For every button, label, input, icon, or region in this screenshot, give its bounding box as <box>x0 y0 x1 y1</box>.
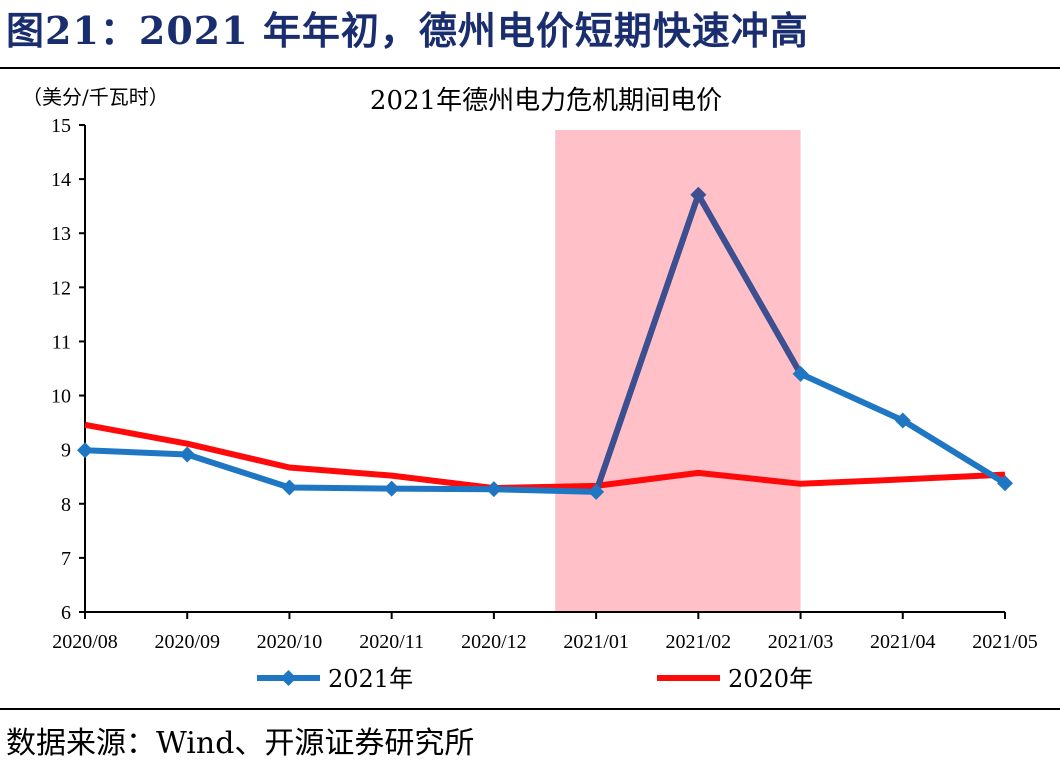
x-tick-label: 2020/12 <box>461 631 527 653</box>
data-point-marker <box>997 475 1013 492</box>
series-line-1 <box>84 421 1006 492</box>
data-point-marker <box>690 186 707 203</box>
y-tick-label: 13 <box>51 223 71 245</box>
data-point-marker <box>383 480 400 497</box>
figure-title: 图21：2021 年年初，德州电价短期快速冲高 <box>6 8 809 53</box>
bottom-rule <box>0 708 1060 710</box>
data-point-marker <box>588 483 605 500</box>
data-point-marker <box>281 479 298 496</box>
highlight-band <box>555 130 801 612</box>
x-tick-label: 2021/01 <box>563 631 629 653</box>
top-rule <box>0 67 1060 69</box>
data-point-marker <box>179 446 196 463</box>
chart-title: 2021年德州电力危机期间电价 <box>370 86 722 116</box>
x-tick-label: 2021/03 <box>768 631 834 653</box>
x-tick-label: 2021/05 <box>972 631 1038 653</box>
source-note: 数据来源：Wind、开源证券研究所 <box>6 726 475 761</box>
legend-label-0: 2021年 <box>328 665 413 693</box>
y-tick-label: 7 <box>61 548 71 570</box>
data-point-marker <box>894 412 911 429</box>
data-point-marker <box>485 481 502 498</box>
y-tick-label: 11 <box>52 331 71 353</box>
y-tick-label: 14 <box>51 169 71 191</box>
y-axis-unit-label: （美分/千瓦时） <box>22 85 169 109</box>
x-tick-label: 2021/04 <box>870 631 936 653</box>
y-tick-label: 6 <box>61 602 71 624</box>
data-point-marker <box>77 442 93 459</box>
legend-label-1: 2020年 <box>728 665 813 693</box>
y-tick-label: 8 <box>61 494 71 516</box>
y-tick-label: 15 <box>51 115 71 137</box>
legend-marker <box>280 670 297 686</box>
y-tick-label: 9 <box>61 440 71 462</box>
x-tick-label: 2020/11 <box>359 631 424 653</box>
x-tick-label: 2021/02 <box>666 631 732 653</box>
x-tick-label: 2020/10 <box>257 631 323 653</box>
y-tick-label: 10 <box>51 386 71 408</box>
data-point-marker <box>792 365 809 382</box>
series-line-0 <box>84 191 1007 495</box>
y-tick-label: 12 <box>51 277 71 299</box>
x-tick-label: 2020/08 <box>52 631 118 653</box>
x-tick-label: 2020/09 <box>154 631 220 653</box>
